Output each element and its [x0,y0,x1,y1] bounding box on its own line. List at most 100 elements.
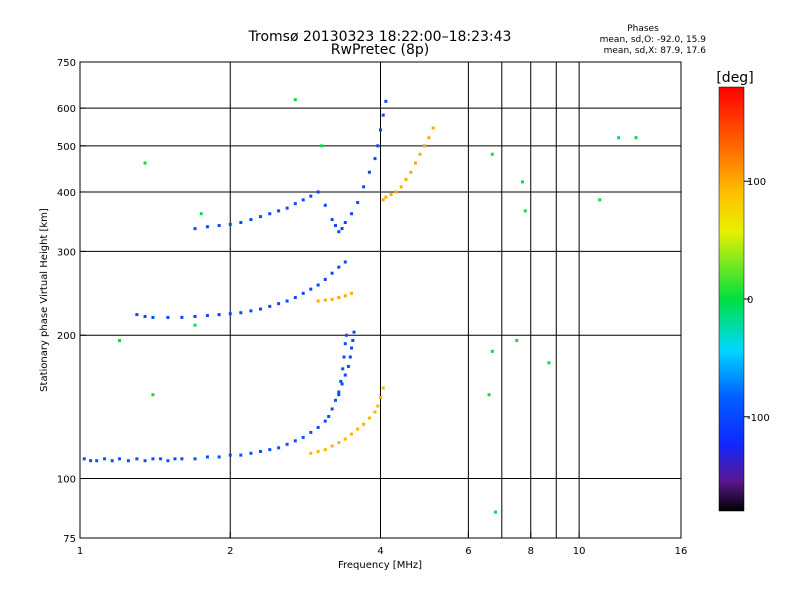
echo-point [343,221,347,225]
echo-point [309,194,313,198]
echo-point [356,201,360,205]
echo-point [285,442,289,446]
y-tick-label: 600 [57,104,76,115]
echo-point [285,206,289,210]
echo-point [205,455,209,459]
echo-point [301,291,305,295]
echo-point [217,313,221,317]
echo-point [490,349,494,353]
echo-point [490,152,494,156]
echo-point [285,299,289,303]
echo-point [350,432,354,436]
colorbar-ticks: 100 0 -100 [744,177,770,424]
echo-point [343,437,347,441]
echo-point [598,198,602,202]
echo-point [239,221,243,225]
echo-point [346,364,350,368]
echo-point [205,314,209,318]
x-tick-label: 8 [528,546,534,557]
echo-point [135,313,139,317]
echo-point [268,304,272,308]
x-axis: 1 2 4 6 8 10 16 [77,532,688,557]
x-tick-label: 10 [573,546,586,557]
echo-point [228,312,232,316]
echo-point [135,457,139,461]
y-axis: 75 100 200 300 400 500 600 750 [57,58,86,545]
echo-point [126,459,130,463]
echo-point [617,136,621,140]
echo-point [337,441,341,445]
echo-point [268,448,272,452]
echo-point [118,457,122,461]
echo-point [89,459,93,463]
y-tick-label: 200 [57,331,76,342]
echo-point [268,212,272,216]
echo-point [249,218,253,222]
echo-point [379,128,382,132]
echo-point [634,136,638,140]
echo-point [217,455,221,459]
colorbar-tick-label: -100 [747,413,770,424]
echo-point [293,439,297,443]
echo-point [333,224,337,228]
y-tick-label: 400 [57,188,76,199]
y-tick-label: 750 [57,58,76,69]
echo-point [259,449,263,453]
echo-point [327,414,331,418]
echo-point [367,170,371,174]
echo-point [351,338,355,342]
echo-point [217,224,221,228]
x-tick-label: 16 [675,546,688,557]
echo-point [343,373,347,377]
echo-point [352,330,356,334]
echo-point [320,144,324,148]
echo-point [159,457,163,461]
echo-point [520,180,524,184]
echo-point [143,314,147,318]
echo-point [166,459,170,463]
x-tick-label: 6 [465,546,471,557]
x-tick-label: 1 [77,546,83,557]
echo-point [389,193,393,197]
chart-subtitle: RwPretec (8p) [331,42,429,58]
echo-point [487,393,491,397]
echo-point [348,355,352,359]
echo-point [166,315,170,319]
echo-point [427,136,431,140]
phases-stat-x: mean, sd,X: 87.9, 17.6 [604,46,707,56]
echo-point [384,195,388,199]
echo-point [249,309,253,313]
echo-point [337,390,341,394]
echo-point [362,185,366,189]
echo-point [143,161,147,165]
echo-point [95,459,99,463]
echo-point [180,315,184,319]
echo-point [373,410,377,414]
echo-point [249,451,253,455]
echo-point [301,435,305,439]
x-tick-label: 2 [227,546,233,557]
echo-point [381,386,385,390]
echo-point [293,296,297,300]
echo-point [340,382,344,386]
echo-point [193,314,197,318]
echo-point [515,338,519,342]
echo-point [381,198,385,202]
echo-point [337,230,341,234]
echo-point [330,407,334,411]
echo-point [337,393,341,397]
echo-point [356,427,360,431]
echo-point [381,113,385,117]
echo-point [394,190,398,194]
echo-point [373,157,377,161]
x-tick-label: 4 [377,546,383,557]
phases-stat-o: mean, sd,O: -92.0, 15.9 [600,35,707,45]
y-tick-label: 100 [57,475,76,486]
echo-point [330,218,334,222]
echo-point [330,297,334,301]
echo-point [323,277,327,281]
echo-point [151,393,155,397]
echo-point [330,271,334,275]
echo-point [277,209,281,213]
